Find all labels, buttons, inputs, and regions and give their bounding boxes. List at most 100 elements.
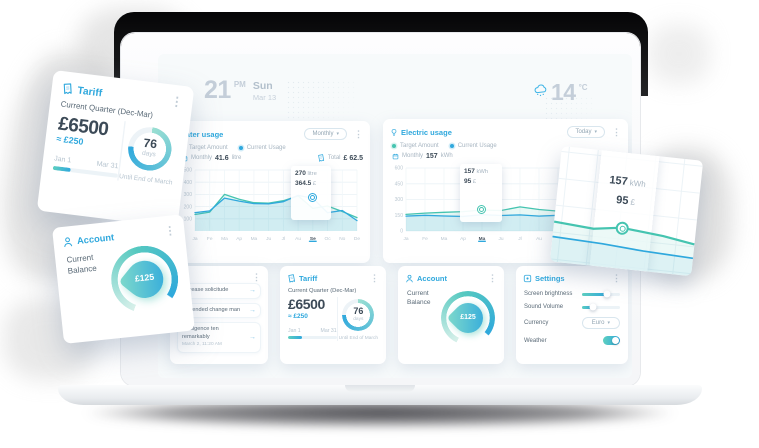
svg-text:Jl: Jl bbox=[282, 236, 285, 242]
current-dot-icon bbox=[449, 144, 454, 148]
setting-label: Currency bbox=[524, 320, 549, 326]
calendar-icon bbox=[392, 153, 399, 159]
stat-label: Monthly bbox=[191, 155, 213, 161]
legend-target: Target Amount bbox=[392, 143, 439, 149]
kebab-menu-icon[interactable] bbox=[170, 95, 184, 109]
chart-tooltip: 157 kWh 95 £ bbox=[608, 174, 647, 207]
settings-icon bbox=[523, 274, 532, 283]
clock-time: 21 bbox=[204, 76, 231, 104]
svg-text:Ma: Ma bbox=[441, 236, 448, 242]
stat-value: 157 bbox=[426, 152, 438, 160]
water-chart-area: 500 400 300 200 100 Ja Fe Ma Ap Ma Ju Jl Au Se Oc No De … bbox=[179, 164, 363, 247]
message-text: Indulgence ten remarkably March 2, 11:20… bbox=[182, 326, 247, 349]
tariff-card: Tariff Current Quarter (Dec-Mar) £6500 ≈… bbox=[280, 266, 386, 364]
water-period-select[interactable]: Monthly bbox=[304, 128, 347, 140]
stat-unit: kWh bbox=[440, 153, 453, 159]
kebab-menu-icon[interactable] bbox=[164, 225, 176, 237]
account-title: Account bbox=[417, 274, 447, 283]
slider-knob[interactable] bbox=[603, 290, 611, 298]
temperature-value: 14 bbox=[551, 79, 576, 105]
setting-label: Screen brightness bbox=[524, 291, 573, 297]
svg-text:400: 400 bbox=[184, 180, 193, 186]
period-start: Jan 1 bbox=[288, 327, 301, 334]
target-dot-icon bbox=[392, 144, 396, 148]
tariff-footnote: Until End of March bbox=[338, 336, 379, 341]
message-time: March 2, 11:20 AM bbox=[182, 342, 222, 348]
floating-tariff-card: Tariff Current Quarter (Dec-Mar) £6500 ≈… bbox=[36, 70, 195, 228]
svg-text:Oc: Oc bbox=[324, 236, 331, 242]
stat-value: 41.6 bbox=[215, 154, 229, 162]
kebab-menu-icon[interactable] bbox=[354, 130, 363, 139]
setting-label: Sound Volume bbox=[524, 304, 564, 310]
arrow-icon[interactable] bbox=[249, 334, 256, 341]
tariff-secondary-amount: ≈ £250 bbox=[288, 312, 308, 320]
period-end: Mar 31 bbox=[320, 327, 337, 334]
svg-text:Ju: Ju bbox=[498, 236, 503, 242]
laptop-notch bbox=[345, 385, 415, 392]
svg-text:Se: Se bbox=[310, 236, 316, 242]
chart-marker bbox=[308, 193, 317, 202]
svg-text:De: De bbox=[354, 236, 360, 242]
brightness-slider[interactable] bbox=[582, 290, 620, 298]
user-icon bbox=[64, 237, 73, 248]
svg-text:450: 450 bbox=[395, 182, 404, 188]
svg-text:Fe: Fe bbox=[207, 236, 213, 242]
dashboard-screen: 21 PM Sun Mar 13 14 °C Water usage bbox=[158, 54, 632, 378]
water-card-title: Water usage bbox=[179, 129, 224, 139]
account-card: Account Current Balance £125 bbox=[398, 266, 504, 364]
slider-knob[interactable] bbox=[589, 303, 597, 311]
period-start: Jan 1 bbox=[53, 154, 72, 165]
period-progress-bar bbox=[288, 335, 337, 339]
svg-text:Ja: Ja bbox=[403, 236, 408, 242]
droplet-icon: £125 bbox=[446, 296, 490, 340]
weather-toggle[interactable] bbox=[603, 336, 620, 345]
arrow-icon[interactable] bbox=[249, 307, 256, 314]
balance-gauge: £125 bbox=[441, 291, 495, 345]
svg-text:Ap: Ap bbox=[460, 236, 466, 242]
total-label: Total bbox=[327, 155, 341, 161]
svg-text:Ap: Ap bbox=[236, 236, 242, 242]
temperature-unit: °C bbox=[578, 83, 588, 92]
svg-text:Ma: Ma bbox=[221, 236, 228, 242]
volume-slider[interactable] bbox=[582, 303, 620, 311]
svg-text:200: 200 bbox=[184, 204, 193, 210]
clock-meridiem: PM bbox=[233, 80, 246, 89]
laptop-shadow bbox=[14, 399, 746, 439]
arrow-icon[interactable] bbox=[249, 287, 256, 294]
laptop-bezel: 21 PM Sun Mar 13 14 °C Water usage bbox=[121, 33, 640, 386]
water-usage-card: Water usage Monthly Target Amount Curren… bbox=[172, 121, 370, 263]
days-label: days bbox=[353, 317, 364, 323]
svg-text:Au: Au bbox=[536, 236, 542, 242]
balance-gauge: £125 bbox=[107, 242, 182, 317]
legend-target: Target Amount bbox=[181, 145, 228, 151]
water-usage-chart[interactable]: 500 400 300 200 100 Ja Fe Ma Ap Ma Ju Jl Au Se Oc No De bbox=[179, 164, 363, 242]
laptop-base bbox=[58, 385, 702, 405]
lightbulb-icon bbox=[391, 128, 397, 136]
svg-text:Ma: Ma bbox=[479, 236, 486, 242]
days-value: 76 bbox=[353, 306, 364, 317]
kebab-menu-icon[interactable] bbox=[370, 274, 379, 283]
svg-text:300: 300 bbox=[395, 197, 404, 203]
kebab-menu-icon[interactable] bbox=[612, 274, 621, 283]
days-ring: 76 days bbox=[342, 299, 375, 331]
kebab-menu-icon[interactable] bbox=[252, 273, 261, 283]
balance-label: Current Balance bbox=[407, 290, 431, 307]
current-dot-icon bbox=[238, 146, 243, 150]
settings-title: Settings bbox=[535, 274, 565, 283]
svg-text:Ja: Ja bbox=[192, 236, 197, 242]
currency-select[interactable]: Euro bbox=[581, 317, 620, 329]
kebab-menu-icon[interactable] bbox=[488, 274, 497, 283]
receipt-icon bbox=[318, 154, 324, 162]
rain-cloud-icon bbox=[534, 84, 547, 97]
tariff-title: Tariff bbox=[76, 83, 103, 100]
user-icon bbox=[406, 274, 413, 283]
days-label: days bbox=[141, 151, 156, 160]
legend-current: Current Usage bbox=[238, 145, 286, 151]
setting-label: Weather bbox=[524, 337, 547, 344]
svg-text:150: 150 bbox=[395, 213, 404, 219]
weather-widget: 14 °C bbox=[533, 81, 588, 104]
tariff-footnote: Until End of March bbox=[118, 173, 173, 188]
kebab-menu-icon[interactable] bbox=[612, 128, 621, 137]
svg-text:500: 500 bbox=[184, 168, 193, 174]
electric-period-select[interactable]: Today bbox=[567, 126, 605, 138]
